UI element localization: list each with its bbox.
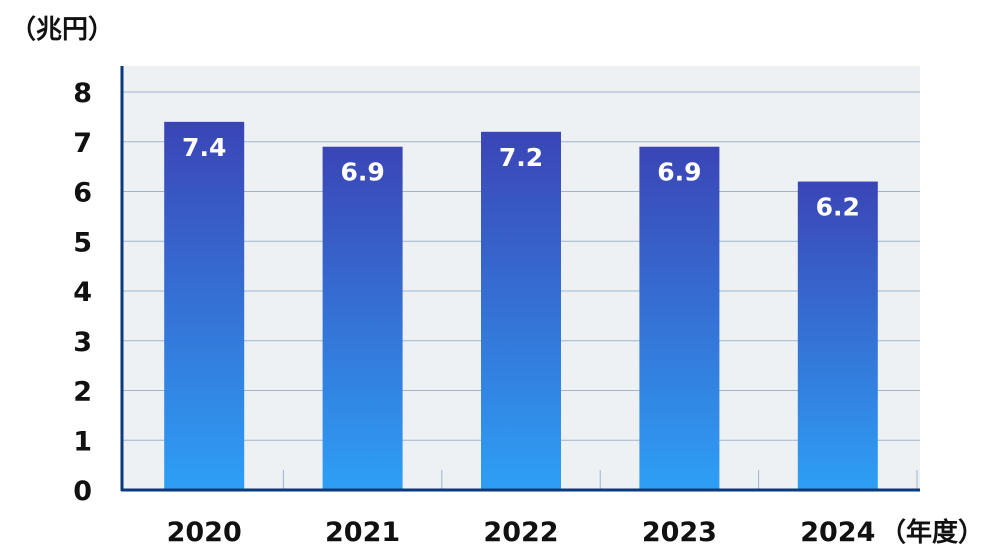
bar-2022 xyxy=(481,131,561,491)
bar-2021 xyxy=(322,146,403,490)
x-tick-labels: 2020 2021 2022 2023 2024 xyxy=(167,517,876,548)
x-tick-label-2022: 2022 xyxy=(483,517,558,548)
bar-2024 xyxy=(797,181,878,491)
y-tick-label-3: 3 xyxy=(73,327,92,358)
y-tick-label-1: 1 xyxy=(73,426,92,457)
y-tick-label-0: 0 xyxy=(73,476,92,507)
y-tick-label-6: 6 xyxy=(73,178,92,209)
bars xyxy=(164,121,878,491)
x-tick-label-2020: 2020 xyxy=(167,517,242,548)
y-tick-label-8: 8 xyxy=(73,78,92,109)
y-tick-label-7: 7 xyxy=(73,128,92,159)
data-labels: 7.4 6.9 7.2 6.9 6.2 xyxy=(182,133,860,222)
y-tick-label-2: 2 xyxy=(73,377,92,408)
x-tick-label-2021: 2021 xyxy=(325,517,400,548)
y-tick-labels: 0 1 2 3 4 5 6 7 8 xyxy=(73,78,92,507)
x-axis-unit-label: （年度） xyxy=(880,517,984,548)
y-tick-label-4: 4 xyxy=(73,277,92,308)
bar-2020 xyxy=(164,121,245,490)
y-tick-label-5: 5 xyxy=(73,227,92,258)
data-label-2022: 7.2 xyxy=(499,143,543,172)
y-axis-unit-label: （兆円） xyxy=(10,15,114,45)
data-label-2023: 6.9 xyxy=(657,158,701,187)
x-tick-label-2023: 2023 xyxy=(642,517,717,548)
data-label-2021: 6.9 xyxy=(340,158,384,187)
x-tick-label-2024: 2024 xyxy=(800,517,875,548)
data-label-2024: 6.2 xyxy=(816,193,860,222)
x-tick-marks xyxy=(282,470,918,490)
data-label-2020: 7.4 xyxy=(182,133,226,162)
bar-2023 xyxy=(639,146,720,490)
